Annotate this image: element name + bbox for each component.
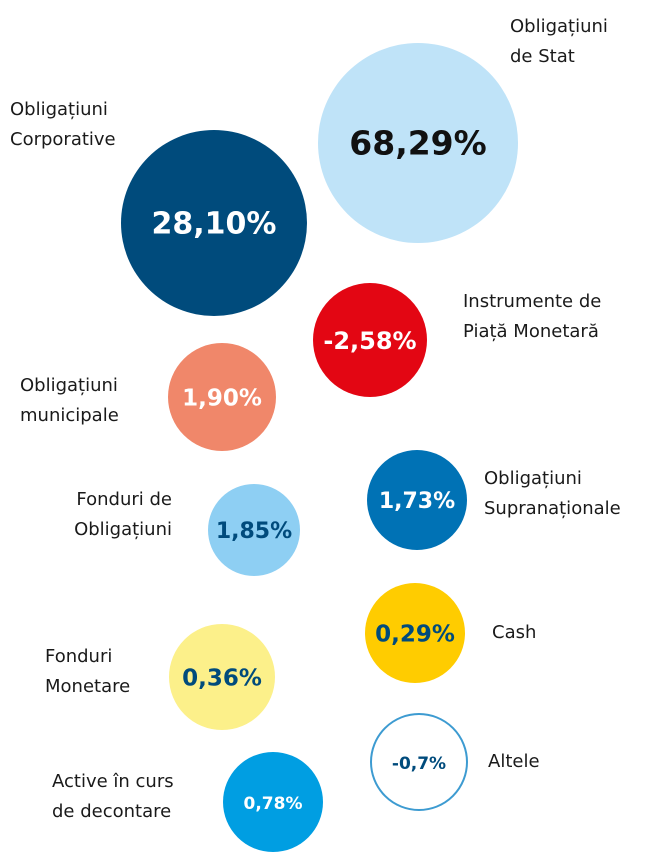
bubble-label: Cash	[492, 622, 536, 643]
bubble	[168, 343, 276, 451]
bubble-label: Corporative	[10, 129, 116, 150]
bubble-label: Obligațiuni	[74, 519, 172, 540]
bubble-value: -2,58%	[323, 327, 416, 355]
bubble-label: de decontare	[52, 801, 171, 822]
bubble-label: de Stat	[510, 46, 575, 67]
bubble	[223, 752, 323, 852]
bubble-value: 28,10%	[152, 207, 277, 242]
bubble-label: Fonduri de	[76, 489, 172, 510]
bubble-label: Obligațiuni	[20, 375, 118, 396]
bubble-label: Obligațiuni	[484, 468, 582, 489]
bubble-value: 1,85%	[216, 519, 292, 544]
bubble-label: Monetare	[45, 676, 130, 697]
bubble-label: Active în curs	[52, 771, 174, 792]
bubble-label: Piață Monetară	[463, 321, 599, 342]
bubble-value: 1,73%	[379, 489, 455, 514]
bubble-value: 0,29%	[375, 622, 455, 648]
bubble	[318, 43, 518, 243]
bubble-value: 0,78%	[244, 794, 303, 814]
bubble-label: Fonduri	[45, 646, 112, 667]
bubble-value: -0,7%	[392, 754, 446, 774]
bubble-label: municipale	[20, 405, 119, 426]
bubble-label: Supranaționale	[484, 498, 621, 519]
bubble	[365, 583, 465, 683]
bubble	[370, 713, 468, 811]
bubble	[367, 450, 467, 550]
bubble	[121, 130, 307, 316]
bubble-value: 0,36%	[182, 666, 262, 692]
bubble-label: Obligațiuni	[10, 99, 108, 120]
bubble	[208, 484, 300, 576]
bubble-value: 68,29%	[349, 124, 486, 163]
bubble-label: Obligațiuni	[510, 16, 608, 37]
bubble-label: Instrumente de	[463, 291, 601, 312]
bubble-label: Altele	[488, 751, 540, 772]
bubble	[313, 283, 427, 397]
bubble-value: 1,90%	[182, 386, 262, 412]
bubble	[169, 624, 275, 730]
